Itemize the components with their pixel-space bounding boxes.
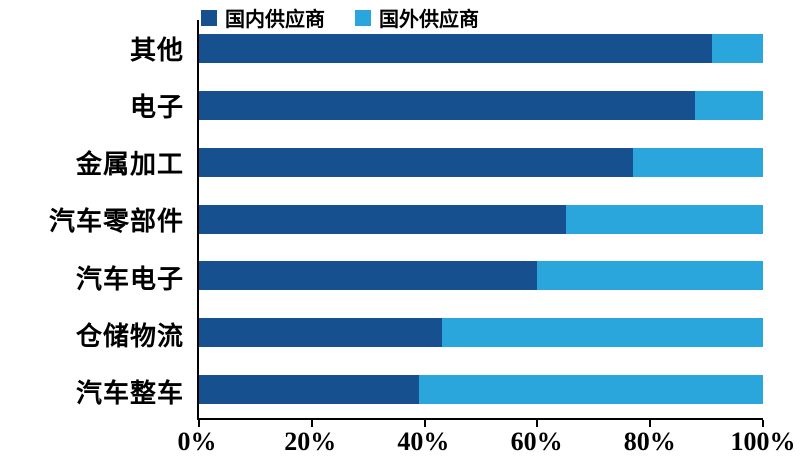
bar-row-1 [199, 77, 763, 134]
stacked-bar-6 [199, 375, 763, 405]
bar-segment-foreign [633, 147, 763, 177]
x-axis-tick-3 [536, 420, 539, 427]
bar-segment-foreign [441, 318, 763, 348]
legend-swatch-domestic [201, 9, 217, 26]
x-axis-tick-label-1: 20% [284, 427, 337, 456]
bar-segment-domestic [199, 318, 442, 348]
bar-row-6 [199, 361, 763, 418]
stacked-bar-0 [199, 33, 763, 63]
bar-segment-foreign [565, 204, 763, 234]
bar-segment-domestic [199, 375, 419, 405]
bar-row-2 [199, 134, 763, 191]
x-axis-tick-label-0: 0% [177, 427, 217, 456]
category-label-5: 仓储物流 [75, 320, 184, 351]
category-label-6: 汽车整车 [75, 377, 184, 408]
bar-segment-domestic [199, 204, 566, 234]
chart-legend: 国内供应商 国外供应商 [0, 3, 680, 32]
x-axis-tick-4 [649, 420, 652, 427]
x-axis-tick-1 [310, 420, 313, 427]
bar-row-5 [199, 304, 763, 361]
x-axis-tick-label-3: 60% [510, 427, 563, 456]
x-axis-tick-label-5: 100% [730, 427, 796, 456]
bar-segment-foreign [418, 375, 763, 405]
bar-segment-foreign [695, 90, 763, 120]
category-label-4: 汽车电子 [75, 263, 184, 294]
plot-area [197, 20, 764, 427]
legend-item-domestic: 国内供应商 [201, 3, 325, 32]
legend-swatch-foreign [355, 9, 371, 26]
bar-segment-domestic [199, 147, 634, 177]
bar-segment-domestic [199, 261, 538, 291]
stacked-bar-3 [199, 204, 763, 234]
category-label-1: 电子 [129, 92, 184, 123]
category-label-0: 其他 [129, 35, 184, 66]
x-axis-tick-5 [762, 420, 764, 427]
stacked-bar-5 [199, 318, 763, 348]
x-axis-tick-label-2: 40% [397, 427, 450, 456]
category-label-2: 金属加工 [75, 149, 184, 180]
bar-row-4 [199, 247, 763, 304]
x-axis-tick-2 [423, 420, 426, 427]
stacked-bar-1 [199, 90, 763, 120]
bar-segment-foreign [712, 33, 763, 63]
bar-row-3 [199, 191, 763, 248]
bar-row-0 [199, 20, 763, 77]
bar-segment-domestic [199, 33, 713, 63]
legend-label-foreign: 国外供应商 [379, 9, 479, 31]
x-axis-tick-0 [198, 420, 200, 427]
legend-item-foreign: 国外供应商 [355, 3, 479, 32]
stacked-bar-2 [199, 147, 763, 177]
bar-segment-foreign [537, 261, 763, 291]
x-axis-tick-label-4: 80% [623, 427, 676, 456]
x-axis-tick-labels: 0% 20% 40% 60% 80% 100% [178, 427, 796, 461]
legend-label-domestic: 国内供应商 [225, 9, 325, 31]
category-label-3: 汽车零部件 [48, 206, 184, 237]
stacked-bar-4 [199, 261, 763, 291]
bar-segment-domestic [199, 90, 696, 120]
category-axis-labels: 其他电子金属加工汽车零部件汽车电子仓储物流汽车整车 [0, 20, 184, 420]
